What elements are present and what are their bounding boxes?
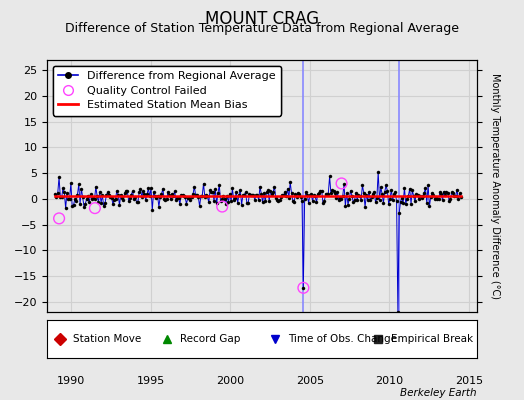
Point bbox=[55, 215, 63, 222]
Point bbox=[299, 285, 308, 291]
Point bbox=[337, 180, 346, 187]
Point bbox=[91, 205, 99, 211]
Text: Time of Obs. Change: Time of Obs. Change bbox=[288, 334, 397, 344]
Text: Record Gap: Record Gap bbox=[180, 334, 241, 344]
Text: Berkeley Earth: Berkeley Earth bbox=[400, 388, 477, 398]
Text: Empirical Break: Empirical Break bbox=[391, 334, 473, 344]
Text: 1990: 1990 bbox=[57, 376, 85, 386]
Point bbox=[218, 203, 226, 210]
Text: MOUNT CRAG: MOUNT CRAG bbox=[205, 10, 319, 28]
Text: 1995: 1995 bbox=[136, 376, 165, 386]
Text: Difference of Station Temperature Data from Regional Average: Difference of Station Temperature Data f… bbox=[65, 22, 459, 35]
Text: 2010: 2010 bbox=[375, 376, 403, 386]
Text: Station Move: Station Move bbox=[73, 334, 141, 344]
Y-axis label: Monthly Temperature Anomaly Difference (°C): Monthly Temperature Anomaly Difference (… bbox=[490, 73, 500, 299]
Text: 2015: 2015 bbox=[455, 376, 483, 386]
Legend: Difference from Regional Average, Quality Control Failed, Estimated Station Mean: Difference from Regional Average, Qualit… bbox=[53, 66, 281, 116]
Text: 2000: 2000 bbox=[216, 376, 244, 386]
Text: 2005: 2005 bbox=[296, 376, 324, 386]
